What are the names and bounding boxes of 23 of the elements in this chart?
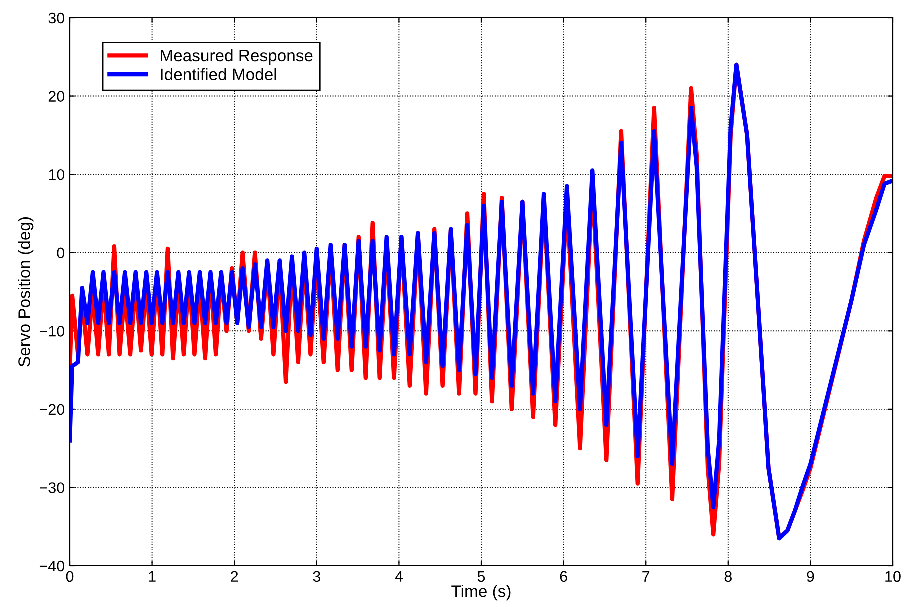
y-tick-label: 10 — [49, 169, 65, 180]
y-tick-label: −30 — [40, 482, 65, 494]
y-tick-label: 30 — [48, 12, 65, 24]
y-tick-label: −40 — [40, 560, 65, 572]
x-tick-label: 1 — [149, 571, 156, 582]
y-axis-title: Servo Position (deg) — [18, 218, 34, 367]
y-tick-label: −10 — [40, 326, 65, 337]
x-tick-label: 7 — [642, 571, 650, 582]
x-tick-label: 5 — [478, 571, 486, 582]
x-tick-label: 9 — [807, 571, 814, 582]
x-tick-label: 4 — [395, 571, 403, 582]
x-tick-label: 8 — [724, 571, 732, 582]
y-tick-label: 0 — [57, 248, 65, 259]
legend-label: Measured Response — [161, 49, 313, 65]
x-tick-label: 3 — [313, 571, 320, 582]
y-tick-label: 20 — [48, 91, 65, 102]
x-axis-title: Time (s) — [452, 585, 511, 601]
x-tick-label: 6 — [560, 571, 568, 582]
legend-label: Identified Model — [161, 68, 276, 81]
x-tick-label: 10 — [886, 571, 901, 582]
y-tick-label: −20 — [40, 404, 65, 416]
x-tick-label: 0 — [66, 571, 74, 582]
x-tick-label: 2 — [231, 571, 238, 582]
